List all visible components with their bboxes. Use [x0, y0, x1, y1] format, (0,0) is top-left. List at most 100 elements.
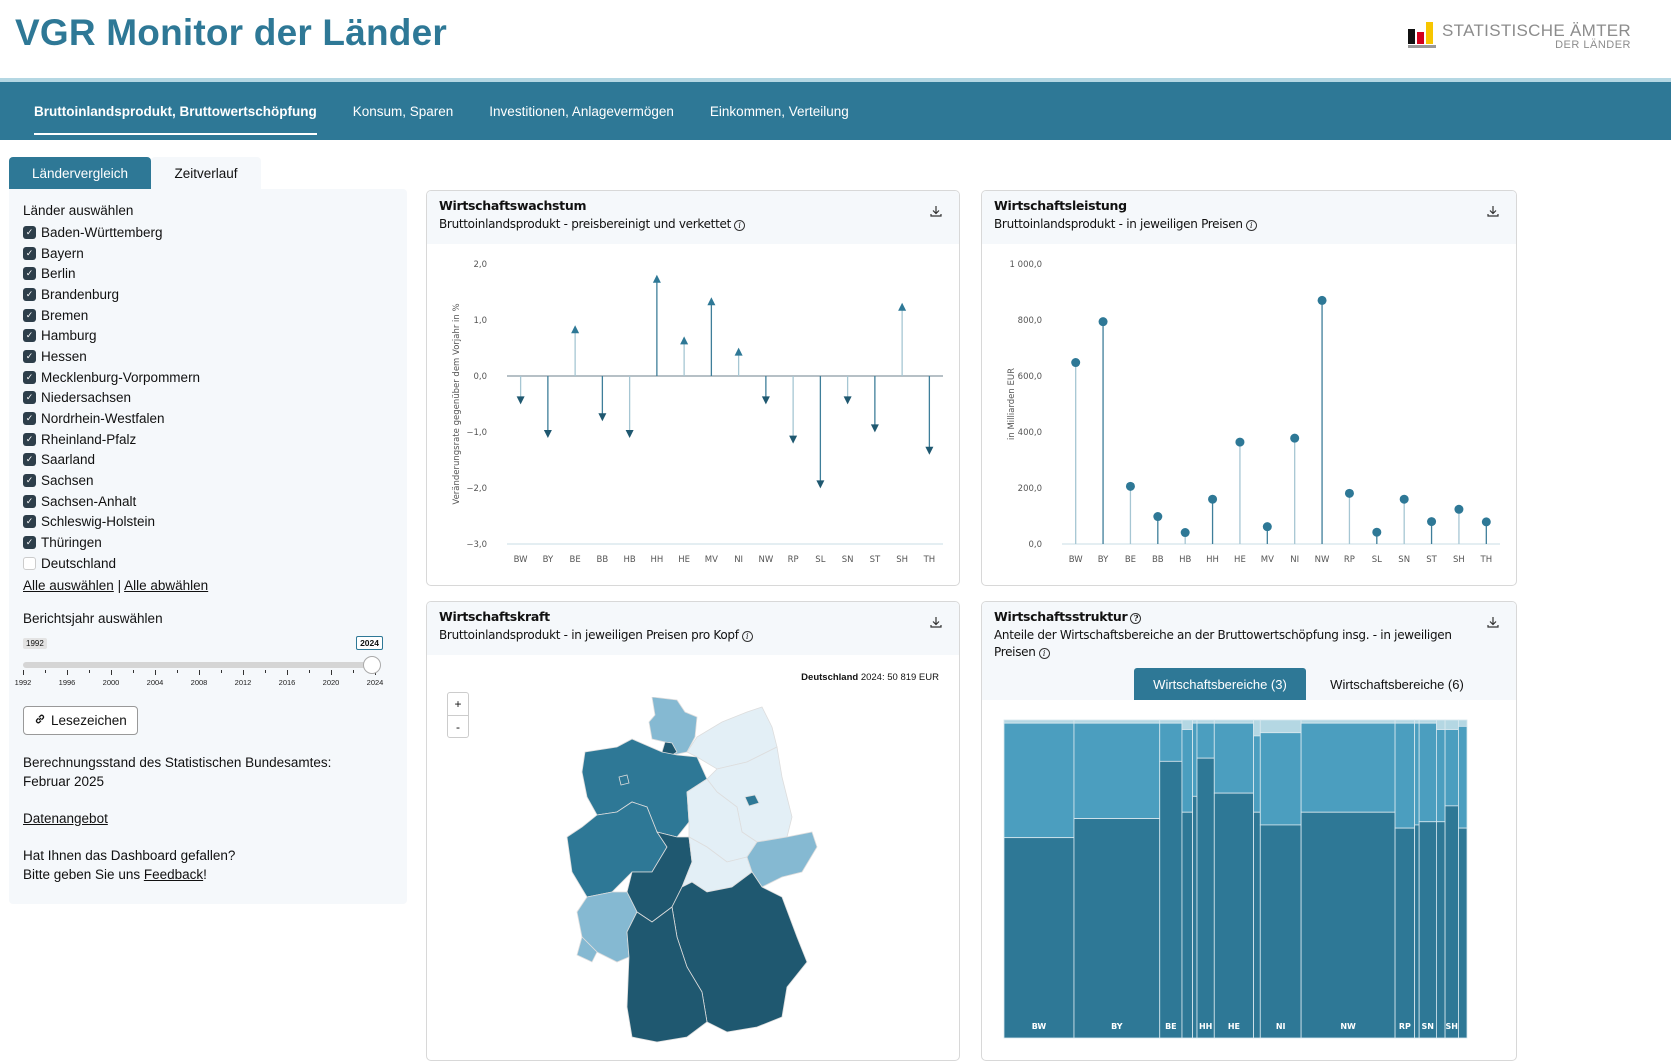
- nav-tab-bip[interactable]: Bruttoinlandsprodukt, Bruttowertschöpfun…: [34, 98, 317, 135]
- lollipop-dot[interactable]: [1208, 494, 1218, 504]
- treemap-cell-industry[interactable]: [1418, 722, 1437, 823]
- checkbox-checked-icon[interactable]: ✓: [23, 267, 36, 281]
- treemap-cell-agriculture[interactable]: [1073, 719, 1161, 724]
- feedback-link[interactable]: Feedback: [143, 866, 204, 882]
- country-checkbox-row[interactable]: ✓ Mecklenburg-Vorpommern: [23, 367, 393, 388]
- lollipop-dot[interactable]: [1290, 433, 1300, 443]
- checkbox-checked-icon[interactable]: ✓: [23, 474, 36, 488]
- country-checkbox-row[interactable]: ✓ Saarland: [23, 450, 393, 471]
- country-checkbox-row[interactable]: ✓ Niedersachsen: [23, 388, 393, 409]
- treemap-cell-industry[interactable]: [1003, 722, 1075, 839]
- treemap-cell-agriculture[interactable]: [1300, 719, 1396, 724]
- map-region-be[interactable]: [744, 794, 760, 807]
- treemap-cell-industry[interactable]: [1073, 722, 1161, 819]
- lollipop-dot[interactable]: [1262, 522, 1272, 532]
- checkbox-checked-icon[interactable]: ✓: [23, 349, 36, 363]
- checkbox-checked-icon[interactable]: ✓: [23, 370, 36, 384]
- checkbox-checked-icon[interactable]: ✓: [23, 329, 36, 343]
- arrow-down-marker[interactable]: [598, 413, 607, 422]
- zoom-out-button[interactable]: -: [448, 715, 468, 737]
- arrow-down-marker[interactable]: [789, 435, 798, 444]
- country-checkbox-row[interactable]: ✓ Bremen: [23, 305, 393, 326]
- slider-thumb[interactable]: [363, 655, 381, 674]
- arrow-down-marker[interactable]: [516, 396, 525, 405]
- treemap-cell-services[interactable]: [1181, 811, 1193, 1039]
- treemap-cell-industry[interactable]: [1414, 722, 1420, 826]
- treemap-cell-agriculture[interactable]: [1003, 719, 1075, 724]
- checkbox-checked-icon[interactable]: ✓: [23, 515, 36, 529]
- treemap-cell-industry[interactable]: [1300, 722, 1396, 813]
- arrow-up-marker[interactable]: [652, 274, 661, 283]
- lollipop-dot[interactable]: [1098, 317, 1108, 327]
- arrow-up-marker[interactable]: [680, 336, 689, 345]
- arrow-down-marker[interactable]: [870, 424, 879, 433]
- checkbox-checked-icon[interactable]: ✓: [23, 391, 36, 405]
- treemap-cell-services[interactable]: [1414, 824, 1420, 1039]
- arrow-down-marker[interactable]: [543, 430, 552, 438]
- lollipop-dot[interactable]: [1372, 527, 1382, 537]
- treemap-cell-services[interactable]: [1003, 837, 1075, 1039]
- deselect-all-link[interactable]: Alle abwählen: [124, 577, 209, 593]
- map-region-hb[interactable]: [618, 774, 630, 786]
- treemap-cell-agriculture[interactable]: [1181, 719, 1193, 730]
- info-icon[interactable]: i: [1245, 220, 1257, 231]
- treemap-cell-agriculture[interactable]: [1192, 719, 1198, 724]
- arrow-down-marker[interactable]: [843, 396, 852, 405]
- lollipop-dot[interactable]: [1071, 358, 1081, 368]
- nav-tab-einkommen[interactable]: Einkommen, Verteilung: [709, 103, 849, 119]
- lollipop-dot[interactable]: [1427, 517, 1437, 527]
- treemap-cell-agriculture[interactable]: [1414, 719, 1420, 724]
- arrow-up-marker[interactable]: [898, 302, 907, 311]
- arrow-down-marker[interactable]: [761, 396, 770, 405]
- tab-laendervergleich[interactable]: Ländervergleich: [9, 157, 151, 189]
- treemap-cell-services[interactable]: [1259, 824, 1302, 1039]
- country-checkbox-row[interactable]: ✓ Hessen: [23, 346, 393, 367]
- treemap-cell-industry[interactable]: [1253, 735, 1261, 813]
- country-checkbox-row[interactable]: ✓ Schleswig-Holstein: [23, 512, 393, 533]
- treemap-cell-agriculture[interactable]: [1253, 719, 1261, 737]
- checkbox-checked-icon[interactable]: ✓: [23, 287, 36, 301]
- lollipop-dot[interactable]: [1125, 481, 1135, 491]
- slider-track[interactable]: [23, 661, 375, 668]
- lollipop-dot[interactable]: [1344, 488, 1354, 498]
- checkbox-checked-icon[interactable]: ✓: [23, 432, 36, 446]
- info-icon[interactable]: i: [741, 631, 753, 642]
- checkbox-checked-icon[interactable]: ✓: [23, 308, 36, 322]
- tab-wirtschaftsbereiche-3[interactable]: Wirtschaftsbereiche (3): [1134, 668, 1306, 700]
- treemap-cell-services[interactable]: [1192, 795, 1198, 1039]
- statistische-aemter-logo[interactable]: STATISTISCHE ÄMTER DER LÄNDER: [1408, 22, 1631, 51]
- country-checkbox-row[interactable]: ✓ Berlin: [23, 263, 393, 284]
- lollipop-dot[interactable]: [1454, 504, 1464, 514]
- treemap-cell-agriculture[interactable]: [1394, 719, 1416, 724]
- download-icon[interactable]: [929, 615, 943, 629]
- treemap-cell-industry[interactable]: [1394, 722, 1416, 829]
- country-checkbox-row[interactable]: Deutschland: [23, 553, 393, 574]
- lollipop-dot[interactable]: [1317, 295, 1327, 305]
- treemap-cell-services[interactable]: [1159, 760, 1183, 1039]
- arrow-up-marker[interactable]: [707, 297, 716, 306]
- data-offer-link[interactable]: Datenangebot: [23, 810, 108, 826]
- treemap-cell-agriculture[interactable]: [1213, 719, 1254, 724]
- arrow-up-marker[interactable]: [734, 347, 743, 356]
- checkbox-checked-icon[interactable]: ✓: [23, 494, 36, 508]
- country-checkbox-row[interactable]: ✓ Baden-Württemberg: [23, 222, 393, 243]
- treemap-cell-industry[interactable]: [1213, 722, 1254, 794]
- bookmark-button[interactable]: Lesezeichen: [23, 705, 138, 735]
- zoom-in-button[interactable]: +: [454, 697, 462, 711]
- country-checkbox-row[interactable]: ✓ Thüringen: [23, 532, 393, 553]
- checkbox-checked-icon[interactable]: ✓: [23, 225, 36, 239]
- treemap-cell-agriculture[interactable]: [1436, 719, 1446, 730]
- treemap-cell-services[interactable]: [1394, 827, 1416, 1039]
- treemap-cell-industry[interactable]: [1196, 722, 1215, 759]
- treemap-cell-industry[interactable]: [1458, 725, 1468, 829]
- nav-tab-investitionen[interactable]: Investitionen, Anlagevermögen: [489, 103, 674, 119]
- lollipop-dot[interactable]: [1153, 512, 1163, 522]
- treemap-cell-services[interactable]: [1458, 827, 1468, 1039]
- arrow-down-marker[interactable]: [925, 446, 934, 455]
- country-checkbox-row[interactable]: ✓ Sachsen-Anhalt: [23, 491, 393, 512]
- country-checkbox-row[interactable]: ✓ Bayern: [23, 243, 393, 264]
- treemap-cell-services[interactable]: [1073, 818, 1161, 1039]
- treemap-cell-industry[interactable]: [1444, 729, 1459, 807]
- checkbox-checked-icon[interactable]: ✓: [23, 246, 36, 260]
- map-region-bw[interactable]: [626, 906, 708, 1043]
